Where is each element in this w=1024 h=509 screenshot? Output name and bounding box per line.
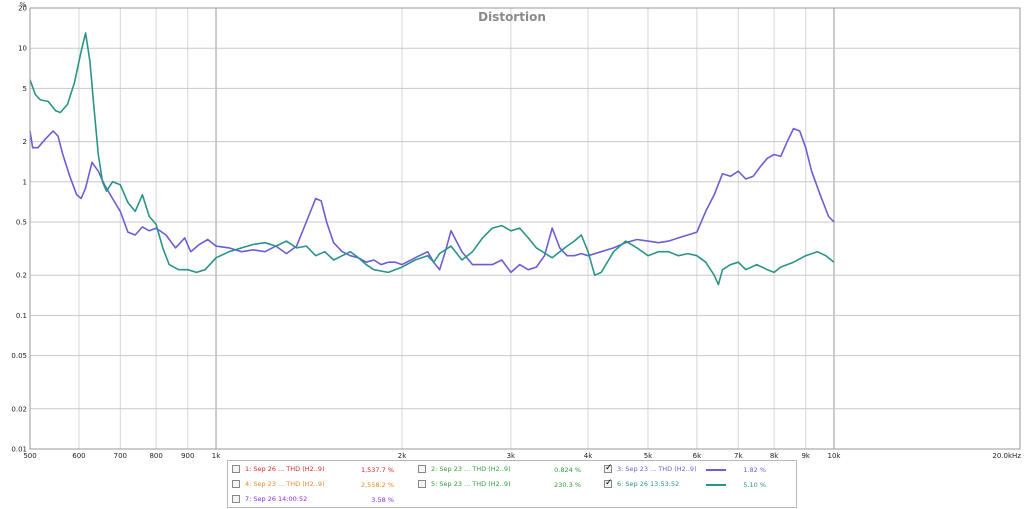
y-tick-labels: 20 10 5 2 1 0.5 0.2 0.1 0.05 0.02 0.01 [11,5,27,454]
checkbox-2[interactable] [418,465,426,473]
legend-value-3: 1.82 % [743,466,766,474]
x-tick-label: 8k [770,452,779,460]
x-tick-label: 9k [801,452,810,460]
plot-frame [29,7,1021,450]
x-tick-label: 2k [398,452,407,460]
y-tick-label: 1 [23,178,27,186]
legend: 1: Sep 26 ... THD (H2..9) 1,537.7 % 2: S… [227,460,797,508]
y-tick-label: 0.5 [16,219,27,227]
legend-label-1: 1: Sep 26 ... THD (H2..9) [245,465,325,473]
y-axis-unit: % [20,1,27,9]
x-tick-label: 700 [114,452,127,460]
legend-label-3: 3: Sep 23 ... THD (H2..9) [617,465,697,473]
series-line-1 [29,127,835,274]
x-tick-label: 500 [23,452,36,460]
checkbox-5[interactable] [418,480,426,488]
legend-label-7: 7: Sep 26 14:00:52 [245,495,308,503]
legend-item-6[interactable]: 6: Sep 26 13:53:52 [604,478,680,488]
checkbox-7[interactable] [232,495,240,503]
legend-label-5: 5: Sep 23 ... THD (H2..9) [431,480,511,488]
x-tick-label: 6k [693,452,702,460]
x-tick-label: 900 [181,452,194,460]
legend-line-6 [706,484,726,486]
y-tick-label: 10 [18,45,27,53]
checkbox-6[interactable] [604,478,613,488]
y-tick-label: 0.2 [16,272,27,280]
legend-item-4[interactable]: 4: Sep 23 ... THD (H2..9) [232,480,325,488]
legend-value-7: 3.58 % [371,496,394,504]
legend-label-4: 4: Sep 23 ... THD (H2..9) [245,480,325,488]
y-tick-label: 2 [23,138,27,146]
x-tick-label: 10k [827,452,841,460]
y-tick-label: 0.05 [11,352,27,360]
series-line-2 [29,32,835,286]
checkbox-3[interactable] [604,463,613,473]
x-tick-label: 7k [734,452,743,460]
legend-line-3 [706,469,726,471]
legend-value-6: 5.10 % [743,481,766,489]
legend-item-5[interactable]: 5: Sep 23 ... THD (H2..9) [418,480,511,488]
y-tick-label: 0.02 [11,405,27,413]
x-tick-label: 800 [149,452,162,460]
distortion-chart: Distortion % 500 600 700 800 900 1k 2k 3k 4k 5k 6k… [11,1,1022,460]
grid [29,7,1021,450]
legend-item-1[interactable]: 1: Sep 26 ... THD (H2..9) [232,465,325,473]
x-tick-labels: 500 600 700 800 900 1k 2k 3k 4k 5k 6k 7k 8k 9k 10k 20.0… [23,452,1021,460]
checkbox-1[interactable] [232,465,240,473]
legend-item-2[interactable]: 2: Sep 23 ... THD (H2..9) [418,465,511,473]
y-tick-label: 20 [18,5,27,13]
legend-label-6: 6: Sep 26 13:53:52 [617,480,680,488]
legend-item-3[interactable]: 3: Sep 23 ... THD (H2..9) [604,463,697,473]
y-tick-label: 5 [23,85,27,93]
x-tick-label: 600 [72,452,85,460]
x-tick-label: 5k [644,452,653,460]
x-tick-label: 3k [507,452,516,460]
x-tick-label: 20.0kHz [992,452,1021,460]
legend-value-1: 1,537.7 % [360,466,394,474]
legend-value-5: 230.3 % [554,481,581,489]
series-group [29,32,835,286]
checkbox-4[interactable] [232,480,240,488]
y-tick-label: 0.01 [11,446,27,454]
x-tick-label: 1k [212,452,221,460]
y-tick-label: 0.1 [16,312,27,320]
legend-label-2: 2: Sep 23 ... THD (H2..9) [431,465,511,473]
x-tick-label: 4k [584,452,593,460]
legend-item-7[interactable]: 7: Sep 26 14:00:52 [232,495,307,503]
legend-value-2: 0.824 % [554,466,581,474]
legend-value-4: 2,558.2 % [360,481,394,489]
chart-title: Distortion [478,10,546,24]
